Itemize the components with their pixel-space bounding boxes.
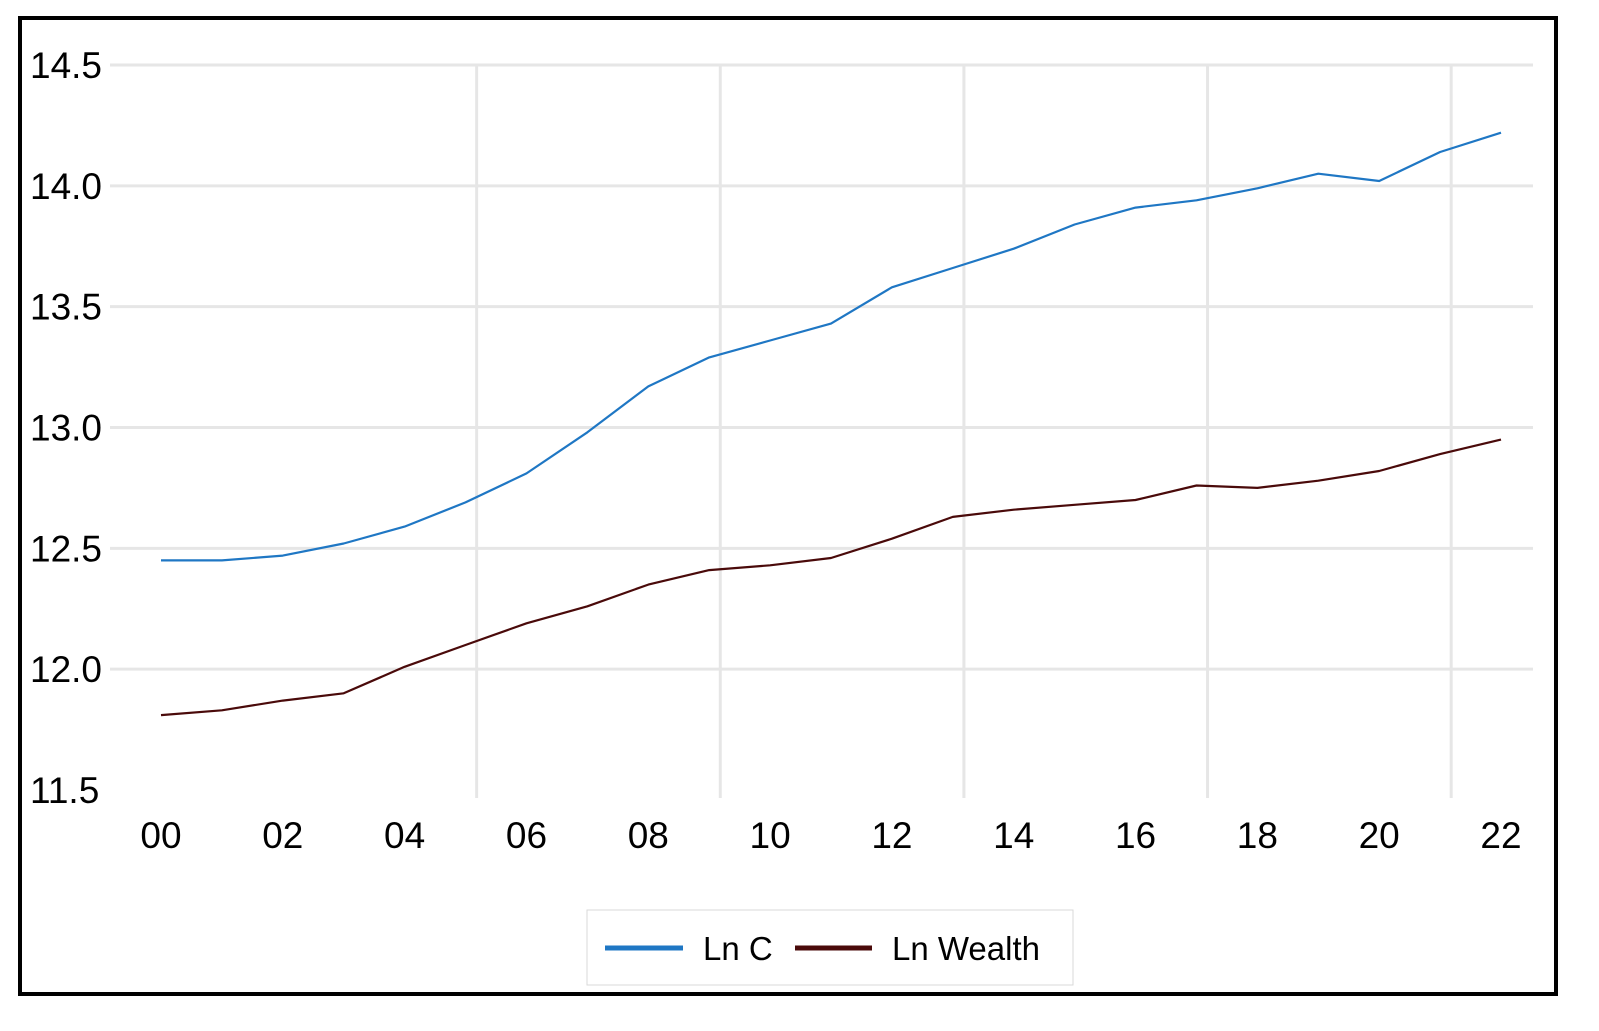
- x-axis-labels: 00 02 04 06 08 10 12 14 16 18 20 22: [140, 815, 1521, 856]
- x-tick-label: 02: [262, 815, 303, 856]
- y-tick-label: 12.5: [30, 528, 102, 569]
- y-tick-label: 13.5: [30, 287, 102, 328]
- series-line-ln-c: [161, 131, 1502, 562]
- y-tick-label: 14.5: [30, 45, 102, 86]
- y-tick-label: 13.0: [30, 408, 102, 449]
- x-tick-label: 08: [628, 815, 669, 856]
- y-tick-label: 11.5: [30, 770, 99, 811]
- x-tick-label: 22: [1480, 815, 1521, 856]
- line-chart: 14.5 14.0 13.5 13.0 12.5 12.0 11.5 00 02 04 06 08 1…: [30, 45, 1533, 986]
- series-line-ln-wealth: [160, 438, 1502, 717]
- legend-label-ln-c: Ln C: [703, 930, 773, 967]
- x-tick-label: 14: [993, 815, 1034, 856]
- chart-frame: 14.5 14.0 13.5 13.0 12.5 12.0 11.5 00 02 04 06 08 1…: [18, 16, 1558, 996]
- x-tick-label: 04: [384, 815, 425, 856]
- series-lines: [160, 131, 1502, 717]
- x-tick-label: 16: [1115, 815, 1156, 856]
- x-tick-label: 12: [871, 815, 912, 856]
- x-tick-label: 00: [140, 815, 181, 856]
- y-tick-label: 14.0: [30, 166, 102, 207]
- legend: Ln C Ln Wealth: [586, 909, 1074, 986]
- y-axis-labels: 14.5 14.0 13.5 13.0 12.5 12.0 11.5: [30, 45, 102, 811]
- legend-label-ln-wealth: Ln Wealth: [892, 930, 1040, 967]
- y-tick-label: 12.0: [30, 649, 102, 690]
- x-tick-label: 18: [1237, 815, 1278, 856]
- x-tick-label: 06: [506, 815, 547, 856]
- x-tick-label: 10: [750, 815, 791, 856]
- grid: [110, 63, 1533, 798]
- x-tick-label: 20: [1359, 815, 1400, 856]
